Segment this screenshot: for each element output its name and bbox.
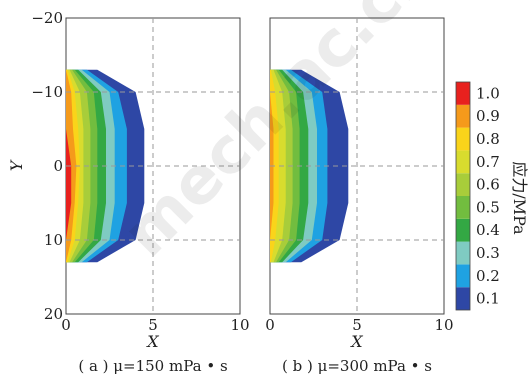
- colorbar-swatch-0-3: [456, 242, 470, 265]
- colorbar-title: 应力/MPa: [510, 161, 529, 235]
- panel-a-ytick: 10: [44, 231, 63, 249]
- colorbar-tick: 0.6: [476, 176, 500, 194]
- colorbar-tick: 0.5: [476, 198, 500, 216]
- colorbar-tick: 0.7: [476, 153, 500, 171]
- colorbar-tick: 0.2: [476, 267, 500, 285]
- panel-a-xlabel: X: [145, 332, 159, 351]
- panel-b-xlabel: X: [349, 332, 363, 351]
- colorbar-tick: 0.9: [476, 107, 500, 125]
- panel-b-caption: ( b ) μ=300 mPa • s: [282, 357, 432, 375]
- panel-b-xtick: 0: [265, 316, 275, 334]
- colorbar-tick: 0.4: [476, 221, 500, 239]
- colorbar-swatch-0-7: [456, 150, 470, 173]
- colorbar-swatch-0-4: [456, 219, 470, 242]
- panel-a-ylabel: Y: [7, 159, 26, 171]
- panel-a-ytick: −20: [31, 9, 63, 27]
- colorbar-swatch-0-1: [456, 287, 470, 310]
- colorbar-swatch-0-2: [456, 264, 470, 287]
- panel-a-xtick: 10: [230, 316, 249, 334]
- panel-a-ytick: 20: [44, 305, 63, 323]
- colorbar-tick: 0.1: [476, 290, 500, 308]
- panel-a-ytick: 0: [53, 157, 63, 175]
- colorbar-swatch-1-0: [456, 82, 470, 105]
- colorbar-swatches: [456, 82, 470, 310]
- colorbar-swatch-0-9: [456, 105, 470, 128]
- colorbar-ticks: 0.1 0.2 0.3 0.4 0.5 0.6 0.7 0.8 0.9 1.0: [476, 84, 500, 307]
- panel-b-xtick: 10: [434, 316, 453, 334]
- colorbar-swatch-0-8: [456, 128, 470, 151]
- colorbar-swatch-0-5: [456, 196, 470, 219]
- panel-a-caption: ( a ) μ=150 mPa • s: [78, 357, 227, 375]
- panel-a-ytick: −10: [31, 83, 63, 101]
- colorbar-tick: 0.3: [476, 244, 500, 262]
- colorbar-swatch-0-6: [456, 173, 470, 196]
- colorbar: 0.1 0.2 0.3 0.4 0.5 0.6 0.7 0.8 0.9 1.0 应力/MPa: [456, 82, 529, 310]
- colorbar-tick: 1.0: [476, 84, 500, 102]
- colorbar-tick: 0.8: [476, 130, 500, 148]
